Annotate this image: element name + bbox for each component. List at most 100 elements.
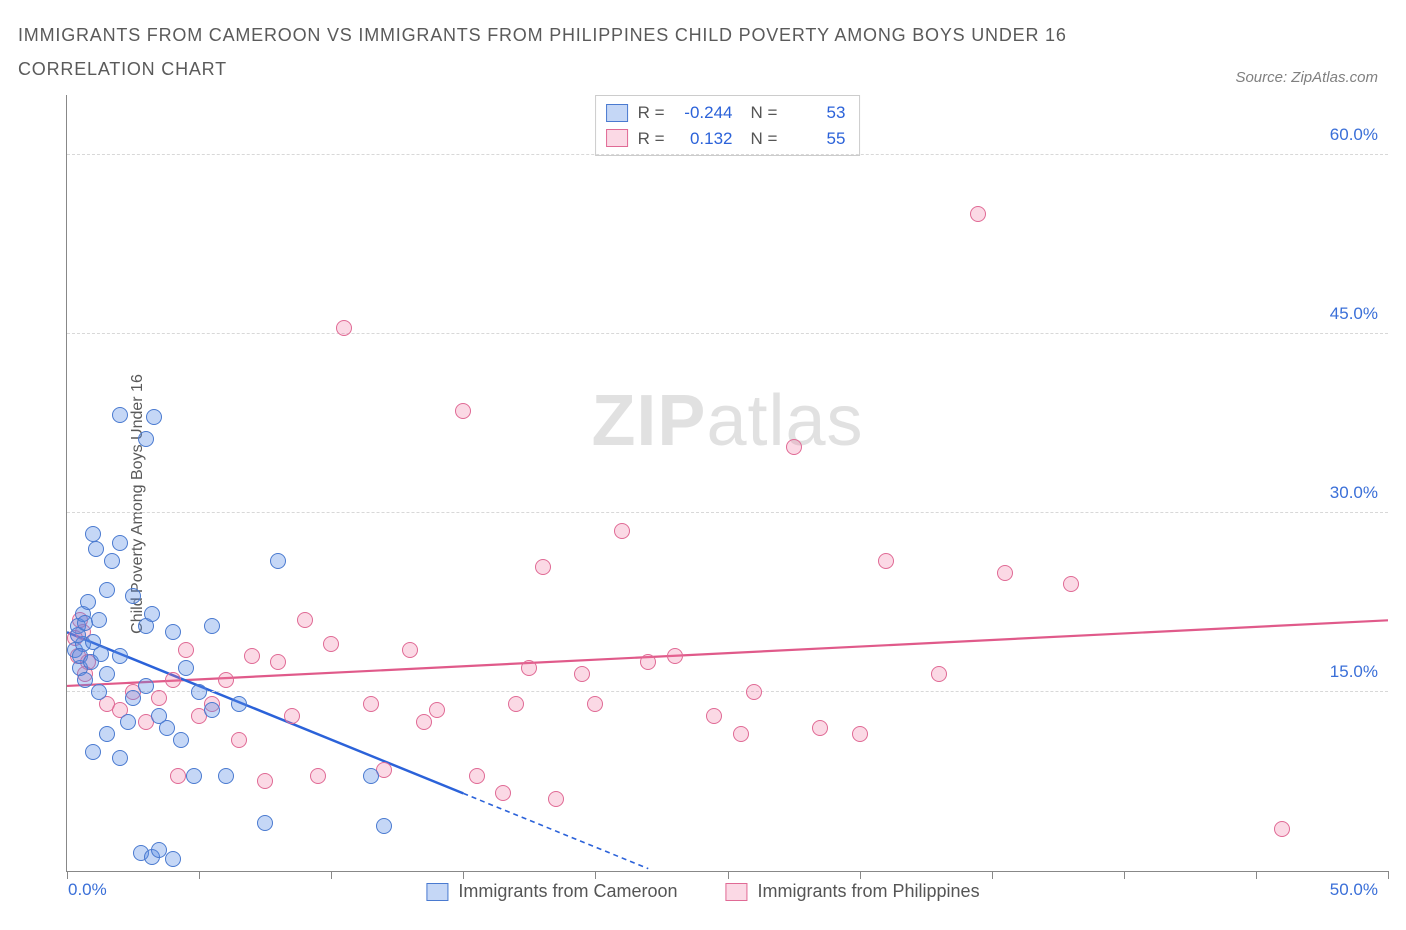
point-philippines	[323, 636, 339, 652]
y-tick-label: 45.0%	[1330, 304, 1378, 324]
point-cameroon	[186, 768, 202, 784]
point-philippines	[1063, 576, 1079, 592]
point-cameroon	[112, 750, 128, 766]
point-philippines	[429, 702, 445, 718]
legend-row: R =0.132N =55	[606, 126, 846, 152]
x-tick	[860, 871, 861, 879]
point-cameroon	[363, 768, 379, 784]
x-tick	[67, 871, 68, 879]
point-cameroon	[204, 618, 220, 634]
point-cameroon	[231, 696, 247, 712]
point-cameroon	[85, 744, 101, 760]
y-tick-label: 60.0%	[1330, 125, 1378, 145]
point-cameroon	[218, 768, 234, 784]
point-philippines	[151, 690, 167, 706]
point-philippines	[165, 672, 181, 688]
point-cameroon	[376, 818, 392, 834]
x-axis-min-label: 0.0%	[68, 880, 107, 900]
point-philippines	[257, 773, 273, 789]
point-cameroon	[138, 678, 154, 694]
point-cameroon	[125, 588, 141, 604]
point-philippines	[284, 708, 300, 724]
x-tick	[1124, 871, 1125, 879]
point-philippines	[786, 439, 802, 455]
point-cameroon	[125, 690, 141, 706]
legend-correlation: R =-0.244N =53R =0.132N =55	[595, 95, 861, 156]
point-philippines	[297, 612, 313, 628]
point-cameroon	[104, 553, 120, 569]
point-cameroon	[120, 714, 136, 730]
point-cameroon	[80, 594, 96, 610]
point-cameroon	[138, 431, 154, 447]
point-cameroon	[165, 851, 181, 867]
point-cameroon	[159, 720, 175, 736]
point-philippines	[997, 565, 1013, 581]
y-tick-label: 30.0%	[1330, 483, 1378, 503]
point-philippines	[970, 206, 986, 222]
x-tick	[992, 871, 993, 879]
gridline	[67, 154, 1388, 155]
point-cameroon	[144, 606, 160, 622]
point-philippines	[270, 654, 286, 670]
chart-area: Child Poverty Among Boys Under 16 ZIPatl…	[18, 95, 1388, 912]
point-philippines	[363, 696, 379, 712]
legend-series: Immigrants from Cameroon Immigrants from …	[426, 881, 979, 902]
gridline	[67, 512, 1388, 513]
point-cameroon	[112, 648, 128, 664]
point-philippines	[852, 726, 868, 742]
x-tick	[1256, 871, 1257, 879]
y-tick-label: 15.0%	[1330, 662, 1378, 682]
legend-item: Immigrants from Philippines	[725, 881, 979, 902]
point-philippines	[746, 684, 762, 700]
trend-lines	[67, 95, 1388, 871]
point-philippines	[402, 642, 418, 658]
point-cameroon	[99, 726, 115, 742]
point-cameroon	[191, 684, 207, 700]
x-tick	[463, 871, 464, 879]
point-philippines	[521, 660, 537, 676]
point-philippines	[469, 768, 485, 784]
point-cameroon	[146, 409, 162, 425]
point-philippines	[455, 403, 471, 419]
point-cameroon	[173, 732, 189, 748]
point-philippines	[548, 791, 564, 807]
point-cameroon	[178, 660, 194, 676]
x-tick	[728, 871, 729, 879]
plot-region: ZIPatlas R =-0.244N =53R =0.132N =55 15.…	[66, 95, 1388, 872]
point-philippines	[244, 648, 260, 664]
point-philippines	[495, 785, 511, 801]
point-cameroon	[91, 684, 107, 700]
legend-item: Immigrants from Cameroon	[426, 881, 677, 902]
point-philippines	[640, 654, 656, 670]
point-philippines	[310, 768, 326, 784]
x-tick	[331, 871, 332, 879]
point-cameroon	[88, 541, 104, 557]
x-tick	[595, 871, 596, 879]
point-cameroon	[77, 672, 93, 688]
point-cameroon	[165, 624, 181, 640]
point-philippines	[416, 714, 432, 730]
point-cameroon	[112, 535, 128, 551]
point-philippines	[878, 553, 894, 569]
point-philippines	[218, 672, 234, 688]
point-cameroon	[204, 702, 220, 718]
source-label: Source: ZipAtlas.com	[1235, 69, 1378, 86]
point-philippines	[733, 726, 749, 742]
point-cameroon	[257, 815, 273, 831]
gridline	[67, 691, 1388, 692]
point-philippines	[535, 559, 551, 575]
point-cameroon	[270, 553, 286, 569]
point-philippines	[1274, 821, 1290, 837]
point-philippines	[508, 696, 524, 712]
watermark: ZIPatlas	[591, 380, 863, 462]
point-cameroon	[91, 612, 107, 628]
x-tick	[199, 871, 200, 879]
point-cameroon	[99, 582, 115, 598]
point-philippines	[587, 696, 603, 712]
point-philippines	[812, 720, 828, 736]
point-philippines	[178, 642, 194, 658]
chart-title: IMMIGRANTS FROM CAMEROON VS IMMIGRANTS F…	[18, 18, 1118, 86]
x-axis-max-label: 50.0%	[1330, 880, 1378, 900]
point-cameroon	[99, 666, 115, 682]
point-philippines	[336, 320, 352, 336]
